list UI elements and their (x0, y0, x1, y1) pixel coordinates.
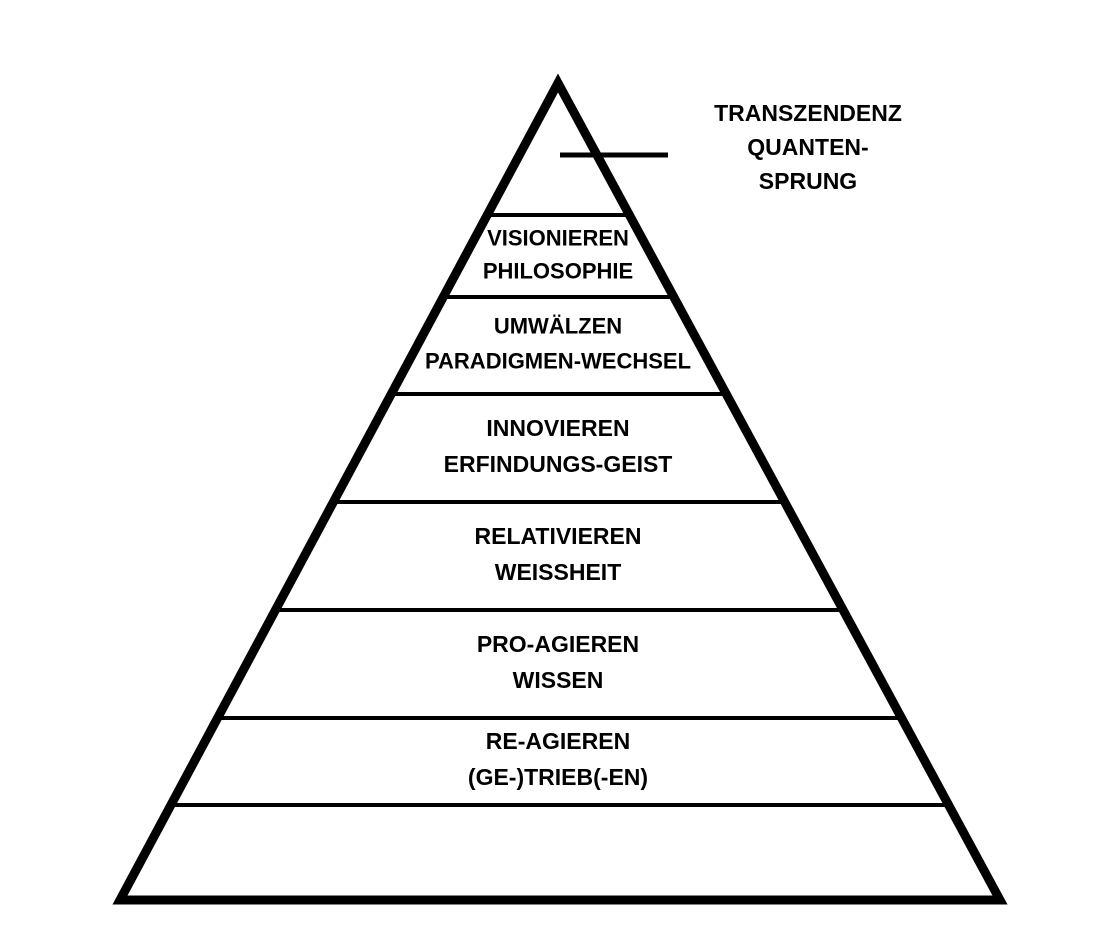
level-1-reagieren-line1: RE-AGIEREN (486, 728, 630, 754)
callout-transzendenz-line1: TRANSZENDENZ (714, 100, 902, 126)
pyramid-diagram: VISIONIEREN PHILOSOPHIE UMWÄLZEN PARADIGMEN… (0, 0, 1116, 937)
level-1-reagieren-line2: (GE-)TRIEB(-EN) (468, 764, 648, 790)
callout-transzendenz-line2: QUANTEN- (747, 134, 868, 160)
level-5-umwaelzen-line2: PARADIGMEN-WECHSEL (425, 348, 691, 373)
level-4-innovieren-line1: INNOVIEREN (486, 415, 629, 441)
level-3-relativieren-line1: RELATIVIEREN (475, 523, 642, 549)
level-2-proagieren-line2: WISSEN (513, 667, 604, 693)
level-4-innovieren-line2: ERFINDUNGS-GEIST (444, 451, 673, 477)
level-2-proagieren-line1: PRO-AGIEREN (477, 631, 639, 657)
level-6-visionieren-line2: PHILOSOPHIE (483, 258, 633, 283)
callout-transzendenz-line3: SPRUNG (759, 168, 857, 194)
level-6-visionieren-line1: VISIONIEREN (487, 225, 629, 250)
level-3-relativieren-line2: WEISSHEIT (495, 559, 622, 585)
level-5-umwaelzen-line1: UMWÄLZEN (494, 313, 622, 338)
